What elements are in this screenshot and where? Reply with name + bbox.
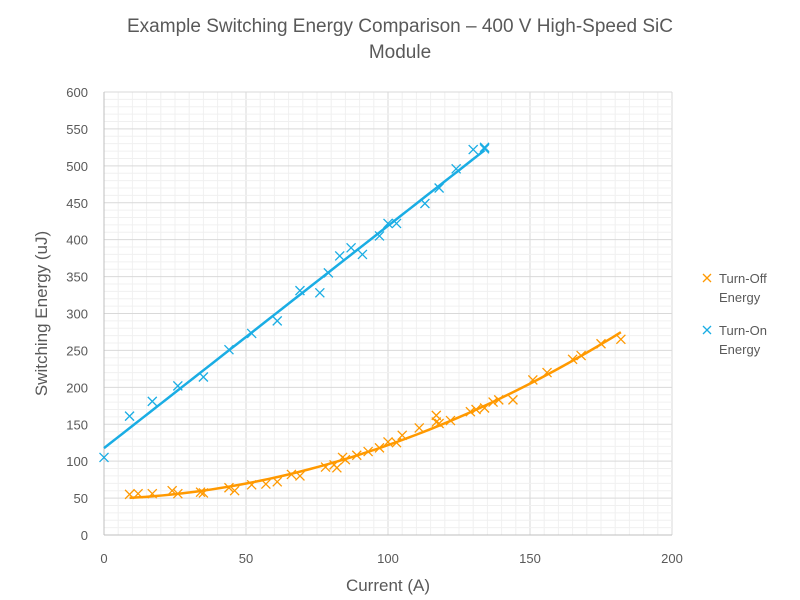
data-point-turn-on-energy (468, 144, 479, 155)
x-axis-label: Current (A) (346, 576, 430, 595)
data-point-turn-on-energy (374, 231, 385, 241)
data-point-turn-on-energy (99, 452, 109, 463)
y-tick-label: 350 (66, 270, 88, 285)
y-tick-label: 150 (66, 417, 88, 432)
legend-label: Energy (719, 342, 761, 357)
legend-item-turn-on-energy: Turn-On Energy (702, 323, 767, 357)
series-turn-off-energy (124, 331, 626, 500)
data-point-turn-on-energy (147, 396, 158, 407)
x-tick-label: 150 (519, 551, 541, 566)
legend-label: Turn-Off (719, 271, 767, 286)
y-tick-label: 300 (66, 307, 88, 322)
data-point-turn-off-energy (508, 394, 518, 405)
data-point-turn-off-energy (414, 422, 425, 433)
y-tick-label: 100 (66, 454, 88, 469)
y-tick-label: 200 (66, 380, 88, 395)
y-tick-label: 50 (74, 491, 88, 506)
x-tick-label: 100 (377, 551, 399, 566)
data-point-turn-on-energy (383, 218, 393, 229)
legend-label: Turn-On (719, 323, 767, 338)
data-point-turn-on-energy (272, 315, 283, 326)
series-turn-on-energy (99, 142, 490, 463)
data-point-turn-on-energy (334, 250, 345, 261)
y-tick-label: 400 (66, 233, 88, 248)
chart-title: Example Switching Energy Comparison – 40… (127, 16, 673, 63)
legend-label: Energy (719, 290, 761, 305)
y-tick-label: 550 (66, 122, 88, 137)
trendline-turn-off-energy (129, 331, 622, 500)
y-tick-label: 500 (66, 159, 88, 174)
data-point-turn-off-energy (615, 334, 626, 345)
data-point-turn-on-energy (451, 163, 462, 174)
data-point-turn-on-energy (357, 249, 368, 260)
y-tick-label: 250 (66, 343, 88, 358)
y-tick-label: 0 (81, 528, 88, 543)
data-point-turn-off-energy (229, 485, 240, 496)
legend-marker-turn-off-energy (702, 273, 712, 283)
legend-marker-turn-on-energy (702, 325, 712, 335)
y-tick-label: 600 (66, 85, 88, 100)
x-tick-label: 0 (100, 551, 107, 566)
data-point-turn-off-energy (331, 462, 342, 473)
y-axis-label: Switching Energy (uJ) (32, 231, 51, 396)
x-tick-label: 50 (239, 551, 253, 566)
data-point-turn-on-energy (124, 411, 135, 422)
y-tick-label: 450 (66, 196, 88, 211)
trendline-turn-on-energy (103, 149, 486, 450)
x-tick-label: 200 (661, 551, 683, 566)
legend-item-turn-off-energy: Turn-Off Energy (702, 271, 767, 305)
data-point-turn-on-energy (479, 142, 490, 153)
data-point-turn-on-energy (314, 287, 325, 298)
